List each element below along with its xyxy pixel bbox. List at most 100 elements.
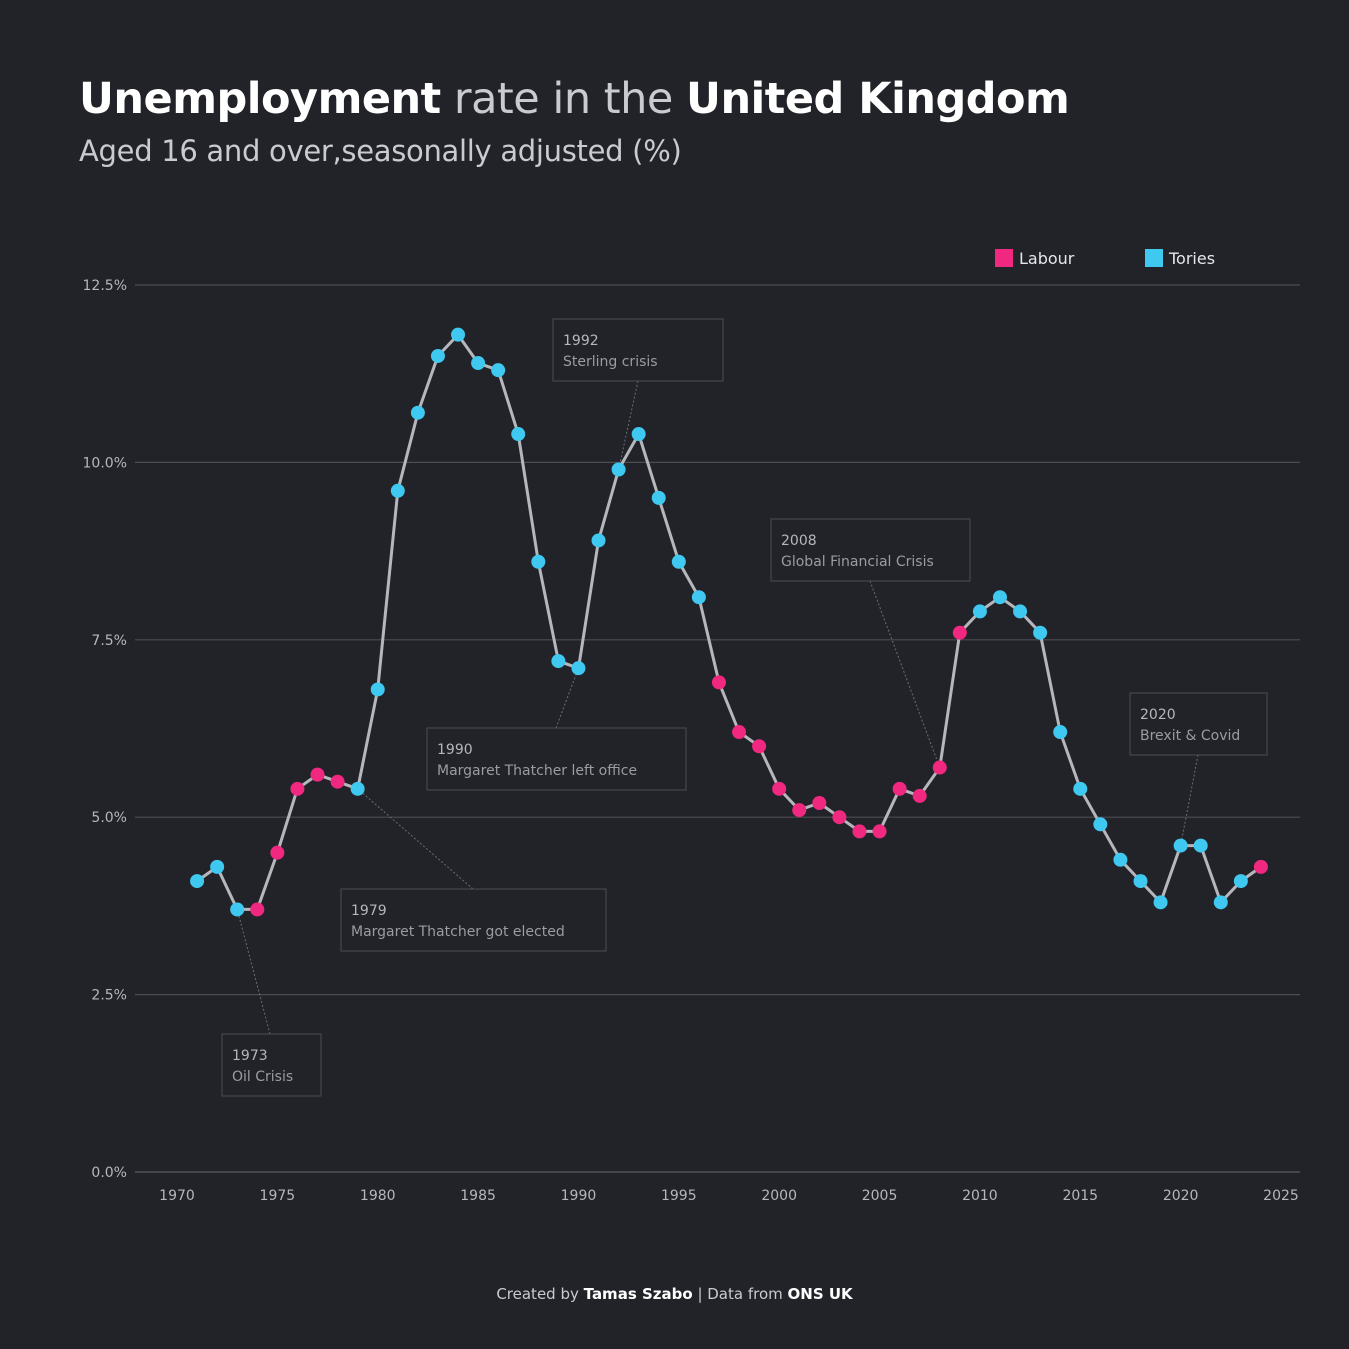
annotation-box-2020 [1129, 692, 1268, 756]
page-subtitle: Aged 16 and over,seasonally adjusted (%) [79, 134, 682, 168]
x-tick-label: 1980 [360, 1188, 396, 1204]
legend-label-tories: Tories [1169, 248, 1216, 268]
footer-author: Tamas Szabo [583, 1285, 693, 1303]
annotation-connector-2008 [869, 580, 941, 768]
data-point-1977 [310, 767, 325, 782]
y-tick-label: 0.0% [91, 1165, 127, 1181]
data-point-2022 [1213, 895, 1228, 910]
x-tick-label: 1970 [159, 1188, 195, 1204]
x-tick-label: 1995 [661, 1188, 697, 1204]
data-point-1996 [691, 590, 706, 605]
data-point-2006 [892, 781, 907, 796]
annotation-connector-2020 [1180, 754, 1199, 846]
data-point-1990 [571, 661, 586, 676]
x-tick-label: 1990 [561, 1188, 597, 1204]
footer-source: ONS UK [787, 1285, 853, 1303]
y-tick-label: 2.5% [91, 988, 127, 1004]
page-title: Unemployment rate in the United Kingdom [79, 74, 1070, 124]
data-point-1984 [451, 327, 466, 342]
data-point-1985 [471, 356, 486, 371]
annotation-connector-1992 [618, 380, 639, 470]
data-point-1986 [491, 363, 506, 378]
legend-label-labour: Labour [1019, 248, 1075, 268]
annotation-connector-1973 [236, 909, 271, 1035]
y-tick-label: 7.5% [91, 633, 127, 649]
title-middle-text: rate in the [440, 74, 687, 124]
data-point-2020 [1173, 838, 1188, 853]
footer-credit: Created by Tamas Szabo | Data from ONS U… [0, 1285, 1349, 1303]
data-point-1975 [270, 845, 285, 860]
data-point-2004 [852, 824, 867, 839]
annotation-text-1973: Oil Crisis [232, 1069, 293, 1085]
data-point-2019 [1153, 895, 1168, 910]
annotation-text-1992: Sterling crisis [563, 354, 658, 370]
data-point-2018 [1133, 874, 1148, 889]
data-point-2024 [1253, 859, 1268, 874]
data-point-2003 [832, 810, 847, 825]
annotation-year-1973: 1973 [232, 1048, 268, 1064]
data-point-1998 [732, 725, 747, 740]
legend-item-tories: Tories [1145, 248, 1215, 268]
data-point-1972 [210, 859, 225, 874]
annotation-text-1979: Margaret Thatcher got elected [351, 924, 565, 940]
annotation-year-1990: 1990 [437, 742, 473, 758]
footer-mid: | Data from [692, 1285, 788, 1303]
data-point-1992 [611, 462, 626, 477]
annotation-year-2020: 2020 [1140, 707, 1176, 723]
data-point-2011 [992, 590, 1007, 605]
data-point-1980 [370, 682, 385, 697]
x-tick-label: 2025 [1263, 1188, 1299, 1204]
data-point-2007 [912, 788, 927, 803]
annotation-box-1990 [426, 727, 687, 791]
y-tick-label: 5.0% [91, 810, 127, 826]
annotation-connector-1979 [357, 788, 474, 890]
title-bold-country: United Kingdom [686, 74, 1070, 124]
data-point-2010 [972, 604, 987, 619]
data-point-1981 [390, 483, 405, 498]
y-tick-label: 10.0% [83, 455, 127, 471]
footer-prefix: Created by [496, 1285, 584, 1303]
annotation-box-1979 [340, 888, 607, 952]
data-point-2013 [1033, 625, 1048, 640]
x-tick-label: 1985 [460, 1188, 496, 1204]
annotation-box-1992 [552, 318, 724, 382]
x-tick-label: 2000 [761, 1188, 797, 1204]
data-point-1995 [671, 554, 686, 569]
annotation-text-2008: Global Financial Crisis [781, 554, 934, 570]
data-point-1976 [290, 781, 305, 796]
data-point-1978 [330, 774, 345, 789]
data-point-1997 [711, 675, 726, 690]
data-point-1987 [511, 427, 526, 442]
data-point-1973 [230, 902, 245, 917]
data-point-1994 [651, 490, 666, 505]
data-point-2016 [1093, 817, 1108, 832]
data-point-1999 [752, 739, 767, 754]
annotation-year-1992: 1992 [563, 333, 599, 349]
annotation-text-1990: Margaret Thatcher left office [437, 763, 637, 779]
annotation-connector-1990 [555, 668, 579, 729]
data-point-2002 [812, 796, 827, 811]
x-tick-label: 2005 [862, 1188, 898, 1204]
data-point-1989 [551, 654, 566, 669]
data-point-1979 [350, 781, 365, 796]
title-bold-unemployment: Unemployment [79, 74, 441, 124]
data-point-2001 [792, 803, 807, 818]
data-point-2005 [872, 824, 887, 839]
legend-item-labour: Labour [995, 248, 1074, 268]
data-point-1993 [631, 427, 646, 442]
data-point-1988 [531, 554, 546, 569]
data-point-2009 [952, 625, 967, 640]
annotation-year-1979: 1979 [351, 903, 387, 919]
data-point-2017 [1113, 852, 1128, 867]
data-point-1982 [410, 405, 425, 420]
data-point-2008 [932, 760, 947, 775]
x-tick-label: 2015 [1062, 1188, 1098, 1204]
data-point-2000 [772, 781, 787, 796]
data-point-1971 [190, 874, 205, 889]
data-point-2015 [1073, 781, 1088, 796]
x-tick-label: 2010 [962, 1188, 998, 1204]
y-tick-label: 12.5% [83, 278, 127, 294]
legend-swatch-labour [995, 249, 1013, 267]
data-point-2014 [1053, 725, 1068, 740]
data-point-2012 [1013, 604, 1028, 619]
